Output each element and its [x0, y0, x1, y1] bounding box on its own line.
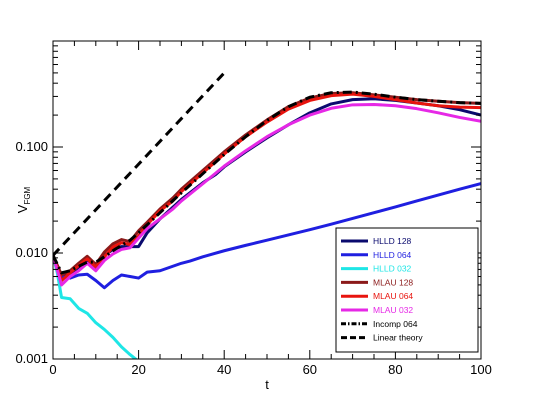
legend-label-5: MLAU 032 — [373, 305, 413, 315]
x-tick-label: 40 — [217, 362, 231, 377]
legend: HLLD 128 HLLD 064 HLLD 032 MLAU 128 MLAU 064… — [335, 227, 479, 353]
x-axis-label: t — [265, 377, 269, 392]
legend-label-0: HLLD 128 — [373, 236, 412, 246]
x-tick-label: 0 — [49, 362, 56, 377]
x-tick-label: 60 — [303, 362, 317, 377]
legend-label-7: Linear theory — [373, 333, 423, 343]
legend-label-3: MLAU 128 — [373, 277, 413, 287]
y-tick-label: 0.010 — [15, 245, 48, 260]
series-line-4 — [53, 92, 481, 283]
series-line-6 — [53, 90, 481, 275]
legend-box — [335, 227, 479, 353]
y-axis-label-main: V — [15, 204, 30, 213]
series-line-7 — [53, 69, 228, 257]
y-tick-label: 0.100 — [15, 139, 48, 154]
y-axis-label-subscript: FGM — [23, 186, 32, 204]
series-line-1 — [53, 182, 481, 290]
x-tick-label: 20 — [131, 362, 145, 377]
series-layer — [53, 69, 481, 359]
y-tick-label: 0.001 — [15, 351, 48, 366]
legend-label-2: HLLD 032 — [373, 264, 412, 274]
series-line-2 — [53, 255, 139, 359]
legend-label-6: Incomp 064 — [373, 319, 418, 329]
legend-label-1: HLLD 064 — [373, 250, 412, 260]
tick-labels-layer: 0 20 40 60 80 100 0.001 0.010 0.100 — [15, 139, 491, 377]
y-axis-label: VFGM — [15, 186, 32, 213]
legend-label-4: MLAU 064 — [373, 291, 413, 301]
x-tick-label: 80 — [388, 362, 402, 377]
series-line-5 — [53, 102, 481, 287]
x-tick-label: 100 — [470, 362, 492, 377]
